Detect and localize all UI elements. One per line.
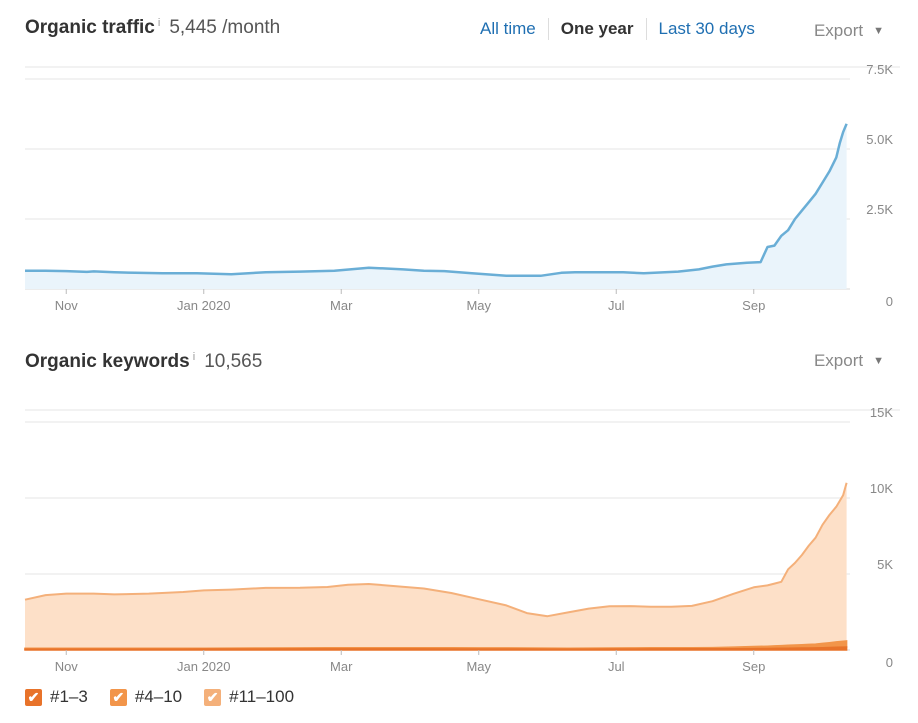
keywords-title: Organic keywords (25, 351, 190, 372)
x-tick-label: May (466, 298, 491, 313)
legend-label-11-100: #11–100 (229, 687, 295, 706)
x-tick-label: Nov (55, 298, 79, 313)
tab-last-30-days[interactable]: Last 30 days (658, 19, 755, 38)
traffic-y-axis: 0 2.5K 5.0K 7.5K (866, 62, 893, 309)
keywords-export-label: Export (813, 351, 864, 370)
traffic-header: Organic traffic i 5,445 /month (25, 17, 280, 39)
checkbox-1-3[interactable]: ✔ (25, 688, 42, 706)
chevron-down-icon: ▼ (873, 25, 884, 37)
x-tick-label: Jan 2020 (177, 298, 231, 313)
tab-one-year[interactable]: One year (560, 19, 634, 38)
traffic-info-icon[interactable]: i (157, 17, 161, 29)
y-tick-label: 0 (886, 294, 893, 309)
keywords-line-11-100 (24, 482, 848, 618)
keywords-export-button[interactable]: Export ▼ (814, 351, 884, 371)
x-tick-label: Nov (55, 659, 79, 674)
checkbox-4-10[interactable]: ✔ (109, 688, 127, 706)
traffic-x-axis: Nov Jan 2020 Mar May Jul Sep (55, 289, 765, 313)
keywords-x-axis: Nov Jan 2020 Mar May Jul Sep (55, 650, 765, 674)
keywords-legend: ✔ #1–3 ✔ #4–10 ✔ #11–100 (25, 687, 316, 707)
traffic-export-label: Export (813, 21, 864, 40)
keywords-info-icon[interactable]: i (192, 351, 196, 363)
keywords-header: Organic keywords i 10,565 (25, 351, 262, 373)
y-tick-label: 0 (886, 655, 893, 670)
legend-label-1-3: #1–3 (50, 687, 88, 706)
y-tick-label: 10K (870, 481, 893, 496)
legend-item-4-10[interactable]: ✔ #4–10 (109, 687, 183, 707)
date-range-tabs: All time One year Last 30 days (468, 18, 767, 40)
y-tick-label: 15K (870, 405, 893, 420)
legend-item-1-3[interactable]: ✔ #1–3 (25, 687, 88, 707)
y-tick-label: 7.5K (866, 62, 893, 77)
traffic-title: Organic traffic (25, 17, 155, 38)
y-tick-label: 5.0K (866, 132, 893, 147)
legend-item-11-100[interactable]: ✔ #11–100 (204, 687, 294, 707)
traffic-value: 5,445 /month (169, 17, 281, 38)
x-tick-label: Mar (330, 298, 353, 313)
x-tick-label: Mar (330, 659, 353, 674)
x-tick-label: Jan 2020 (177, 659, 231, 674)
x-tick-label: Sep (742, 298, 765, 313)
x-tick-label: Jul (608, 298, 625, 313)
keywords-value: 10,565 (204, 351, 263, 372)
y-tick-label: 2.5K (866, 202, 893, 217)
y-tick-label: 5K (877, 557, 893, 572)
x-tick-label: Sep (742, 659, 765, 674)
keywords-chart: Nov Jan 2020 Mar May Jul Sep 0 5K 10K 15K (24, 405, 900, 674)
keywords-area-11-100 (25, 482, 847, 649)
tab-divider (547, 18, 549, 40)
x-tick-label: Jul (608, 659, 625, 674)
tab-all-time[interactable]: All time (480, 19, 536, 38)
legend-label-4-10: #4–10 (134, 687, 183, 706)
keywords-y-axis: 0 5K 10K 15K (870, 405, 893, 670)
checkbox-11-100[interactable]: ✔ (204, 688, 222, 706)
traffic-chart: Nov Jan 2020 Mar May Jul Sep 0 2.5K 5.0K 7.5K (25, 62, 900, 313)
chevron-down-icon: ▼ (873, 355, 884, 367)
x-tick-label: May (466, 659, 491, 674)
keywords-area-1-3 (24, 646, 848, 651)
traffic-line (25, 123, 848, 278)
tab-divider (645, 18, 647, 40)
traffic-export-button[interactable]: Export ▼ (814, 21, 884, 41)
